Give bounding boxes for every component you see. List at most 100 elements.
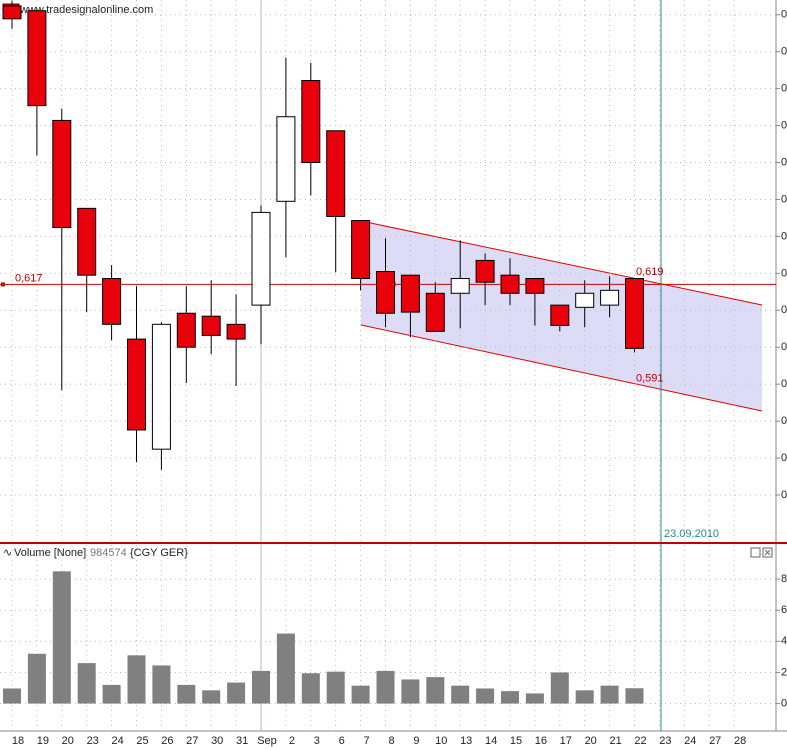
x-tick-label: Sep	[257, 735, 277, 747]
x-tick-label: 23	[87, 735, 99, 747]
x-tick-label: 27	[709, 735, 721, 747]
x-tick-label: 25	[136, 735, 148, 747]
y-tick-label: 0,580	[781, 415, 787, 427]
volume-title: Volume [None]	[14, 547, 86, 559]
candle-body	[2, 5, 22, 20]
x-tick-label: 14	[485, 735, 497, 747]
volume-bar	[152, 665, 171, 704]
volume-instrument: {CGY GER}	[130, 547, 188, 559]
close-icon	[764, 549, 771, 556]
volume-last: 984574	[90, 547, 127, 559]
x-tick-label: 18	[12, 735, 24, 747]
x-tick-label: 13	[460, 735, 472, 747]
x-tick-label: 26	[161, 735, 173, 747]
y-tick-label: 0,620	[781, 267, 787, 279]
volume-bar	[351, 685, 370, 704]
candle-body	[201, 315, 221, 336]
y-tick-label: 0,690	[781, 9, 787, 21]
x-tick-label: 21	[609, 735, 621, 747]
volume-bar	[376, 670, 395, 704]
candle-body	[450, 278, 470, 294]
x-tick-label: 10	[435, 735, 447, 747]
x-tick-label: 23	[659, 735, 671, 747]
candle-body	[400, 274, 420, 313]
volume-bar	[401, 679, 420, 704]
volume-bar	[276, 633, 295, 704]
y-tick-label: 0,630	[781, 230, 787, 242]
x-tick-label: 24	[684, 735, 696, 747]
candle-body	[27, 10, 47, 107]
x-tick-label: 24	[111, 735, 123, 747]
y-tick-label: 8	[781, 573, 787, 585]
volume-bar	[177, 684, 196, 704]
volume-bar	[326, 671, 345, 704]
y-tick-label: 6	[781, 604, 787, 616]
candle-body	[77, 207, 97, 276]
channel-upper	[360, 220, 763, 306]
volume-bar	[451, 685, 470, 704]
volume-bar	[575, 690, 594, 704]
volume-bar	[252, 670, 270, 704]
x-tick-label: 9	[413, 735, 419, 747]
x-tick-label: 19	[37, 735, 49, 747]
y-tick-label: 0,660	[781, 119, 787, 131]
volume-bar	[102, 684, 121, 704]
volume-bar	[227, 682, 246, 704]
x-tick-label: 20	[585, 735, 597, 747]
x-tick-label: 30	[211, 735, 223, 747]
candle-body	[376, 271, 395, 314]
y-tick-label: 0,600	[781, 341, 787, 353]
x-tick-label: 20	[62, 735, 74, 747]
volume-bar	[27, 653, 46, 704]
x-tick-label: 2	[289, 735, 295, 747]
candle-body	[425, 292, 445, 332]
volume-bar	[525, 693, 544, 704]
volume-bar	[127, 655, 146, 704]
x-tick-label: 16	[535, 735, 547, 747]
volume-bar	[301, 673, 320, 704]
candle-body	[102, 278, 122, 325]
maximize-button[interactable]	[750, 547, 761, 558]
x-tick-label: 7	[364, 735, 370, 747]
y-tick-label: 0,650	[781, 156, 787, 168]
channel-lower	[360, 324, 763, 412]
volume-icon: ∿	[3, 547, 12, 559]
source: www.tradesignalonline.com	[19, 4, 153, 16]
x-tick-label: 3	[314, 735, 320, 747]
channel-label: 0,619	[636, 266, 664, 278]
volume-bar	[600, 685, 619, 704]
y-tick-label: 0,590	[781, 378, 787, 390]
candle-body	[351, 220, 371, 280]
y-tick-label: 0,560	[781, 489, 787, 501]
date-marker: 23.09.2010	[664, 528, 719, 540]
candle-body	[575, 292, 595, 308]
y-tick-label: 2	[781, 666, 787, 678]
volume-bar	[625, 688, 644, 704]
candle-body	[251, 211, 271, 306]
volume-bar	[501, 691, 519, 704]
candle-body	[301, 80, 321, 164]
volume-bar	[52, 571, 71, 704]
volume-bar	[202, 690, 221, 704]
x-tick-label: 8	[388, 735, 394, 747]
y-tick-label: 0	[781, 697, 787, 709]
y-tick-label: 0,570	[781, 452, 787, 464]
y-tick-label: 4	[781, 635, 787, 647]
y-tick-label: 0,680	[781, 46, 787, 58]
channel-label: 0,591	[636, 372, 664, 384]
x-tick-label: 22	[634, 735, 646, 747]
candle-body	[475, 259, 495, 283]
volume-bar	[77, 663, 96, 704]
x-tick-label: 17	[560, 735, 572, 747]
volume-bar	[426, 677, 445, 704]
candle-body	[276, 116, 296, 202]
candle-body	[550, 304, 570, 326]
candle-body	[151, 323, 171, 450]
x-tick-label: 27	[186, 735, 198, 747]
reference-handle	[1, 282, 5, 287]
candle-body	[226, 323, 246, 340]
x-tick-label: 31	[236, 735, 248, 747]
volume-bar	[550, 672, 569, 704]
y-tick-label: 0,610	[781, 304, 787, 316]
